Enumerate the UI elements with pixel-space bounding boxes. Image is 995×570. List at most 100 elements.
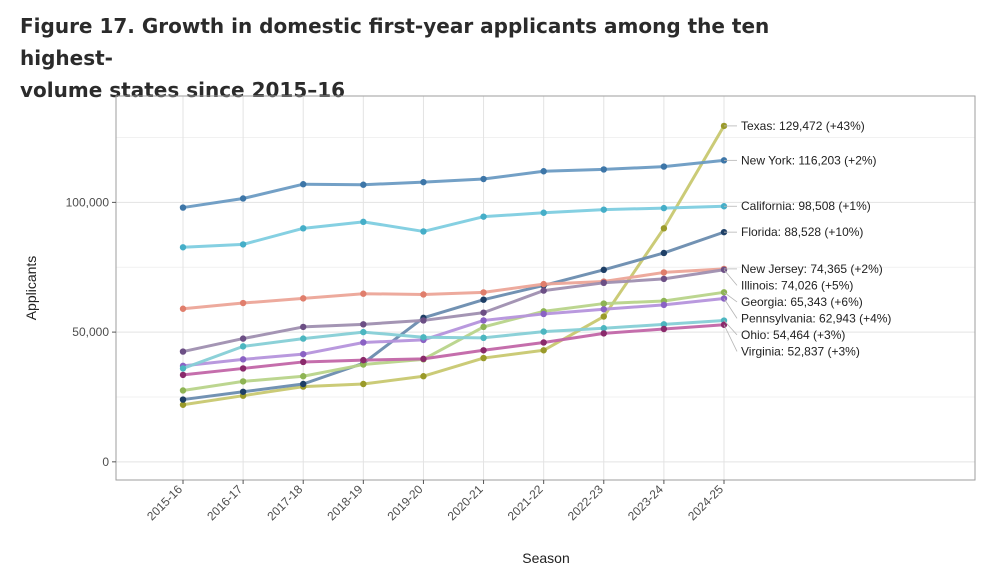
y-tick-label: 50,000 (72, 325, 109, 339)
x-tick-label: 2020-21 (445, 482, 486, 523)
data-point-new-york (360, 181, 367, 188)
data-point-illinois (480, 309, 487, 316)
series-line-texas (181, 124, 726, 407)
data-point-new-york (540, 168, 547, 175)
data-point-illinois (420, 317, 427, 324)
data-point-pennsylvania (480, 317, 487, 324)
series-line-florida (181, 230, 726, 402)
data-point-texas (480, 354, 487, 362)
data-point-california (660, 204, 668, 212)
series-line-virginia (181, 323, 726, 377)
data-point-texas (420, 373, 427, 380)
data-point-ohio (540, 328, 547, 335)
data-point-new-york (239, 195, 247, 202)
label-leader-pennsylvania (723, 298, 738, 319)
data-point-pennsylvania (239, 356, 247, 363)
series-labels: Texas: 129,472 (+43%) New York: 116,203 (… (723, 119, 891, 358)
data-point-virginia (179, 371, 187, 379)
data-point-california (360, 218, 367, 226)
data-point-ohio (660, 321, 668, 328)
data-point-florida (239, 388, 247, 395)
series-label-new-york: New York: 116,203 (+2%) (741, 153, 877, 167)
series-line-new-york (181, 158, 726, 210)
series-label-florida: Florida: 88,528 (+10%) (741, 225, 863, 239)
data-point-illinois (179, 348, 187, 355)
data-point-ohio (480, 334, 487, 342)
label-leader-virginia (723, 324, 738, 352)
data-point-new-jersey (239, 299, 247, 307)
label-leader-ohio (723, 320, 738, 336)
data-point-new-jersey (480, 289, 487, 296)
x-tick-label: 2016-17 (204, 482, 245, 523)
series-line-new-jersey (181, 267, 726, 311)
series-label-virginia: Virginia: 52,837 (+3%) (741, 344, 860, 358)
x-tick-label: 2022-23 (565, 482, 606, 523)
data-point-illinois (239, 335, 247, 342)
series-line-ohio (181, 319, 726, 370)
data-point-ohio (420, 334, 427, 341)
series-line-pennsylvania (181, 297, 726, 368)
data-point-florida (300, 380, 307, 388)
data-point-pennsylvania (360, 339, 367, 346)
data-point-texas (600, 313, 607, 320)
data-point-pennsylvania (720, 295, 728, 302)
data-point-illinois (360, 321, 367, 328)
data-point-pennsylvania (300, 350, 307, 358)
data-point-georgia (360, 361, 367, 368)
data-point-virginia (300, 358, 307, 366)
data-point-florida (600, 266, 607, 274)
y-tick-label: 100,000 (66, 195, 110, 209)
data-point-illinois (540, 287, 547, 294)
data-point-ohio (179, 365, 187, 372)
data-point-california (540, 209, 547, 216)
x-tick-label: 2023-24 (625, 482, 666, 523)
series-label-pennsylvania: Pennsylvania: 62,943 (+4%) (741, 311, 891, 325)
data-point-new-york (420, 178, 427, 186)
data-point-virginia (480, 347, 487, 354)
data-point-ohio (239, 343, 247, 350)
data-point-georgia (600, 300, 607, 307)
data-point-california (179, 244, 187, 251)
data-point-new-jersey (540, 280, 547, 288)
data-point-new-jersey (300, 295, 307, 302)
data-point-texas (360, 380, 367, 388)
data-point-florida (179, 396, 187, 403)
data-point-new-york (600, 166, 607, 173)
data-point-virginia (420, 355, 427, 363)
series-label-georgia: Georgia: 65,343 (+6%) (741, 295, 863, 309)
series-label-new-jersey: New Jersey: 74,365 (+2%) (741, 262, 883, 276)
y-axis-title: Applicants (23, 256, 39, 321)
data-point-pennsylvania (540, 310, 547, 318)
x-axis-title: Season (522, 550, 569, 566)
data-point-virginia (540, 339, 547, 346)
data-point-pennsylvania (600, 306, 607, 313)
data-point-new-york (480, 175, 487, 183)
label-leader-illinois (723, 269, 738, 286)
series-line-georgia (181, 290, 726, 392)
series-label-california: California: 98,508 (+1%) (741, 199, 871, 213)
x-tick-label: 2021-22 (505, 482, 546, 523)
x-tick-label: 2017-18 (264, 482, 305, 523)
data-point-illinois (660, 275, 668, 283)
data-point-virginia (360, 356, 367, 364)
x-axis: 2015-16 2016-17 2017-18 2018-19 2019-20 2020-… (144, 480, 726, 523)
data-point-virginia (239, 365, 247, 372)
data-point-california (239, 241, 247, 248)
series-line-illinois (181, 268, 726, 354)
data-point-georgia (300, 373, 307, 380)
data-point-ohio (300, 335, 307, 342)
x-tick-label: 2019-20 (385, 482, 426, 523)
y-tick-label: 0 (102, 455, 109, 469)
x-tick-label: 2018-19 (324, 482, 365, 523)
data-point-georgia (179, 387, 187, 394)
data-point-pennsylvania (660, 301, 668, 309)
data-point-new-jersey (660, 269, 668, 276)
data-point-new-jersey (179, 305, 187, 312)
data-point-texas (540, 347, 547, 354)
data-point-ohio (360, 328, 367, 336)
data-point-california (300, 225, 307, 232)
data-point-california (600, 206, 607, 213)
data-point-new-york (660, 163, 668, 170)
data-point-ohio (600, 325, 607, 332)
